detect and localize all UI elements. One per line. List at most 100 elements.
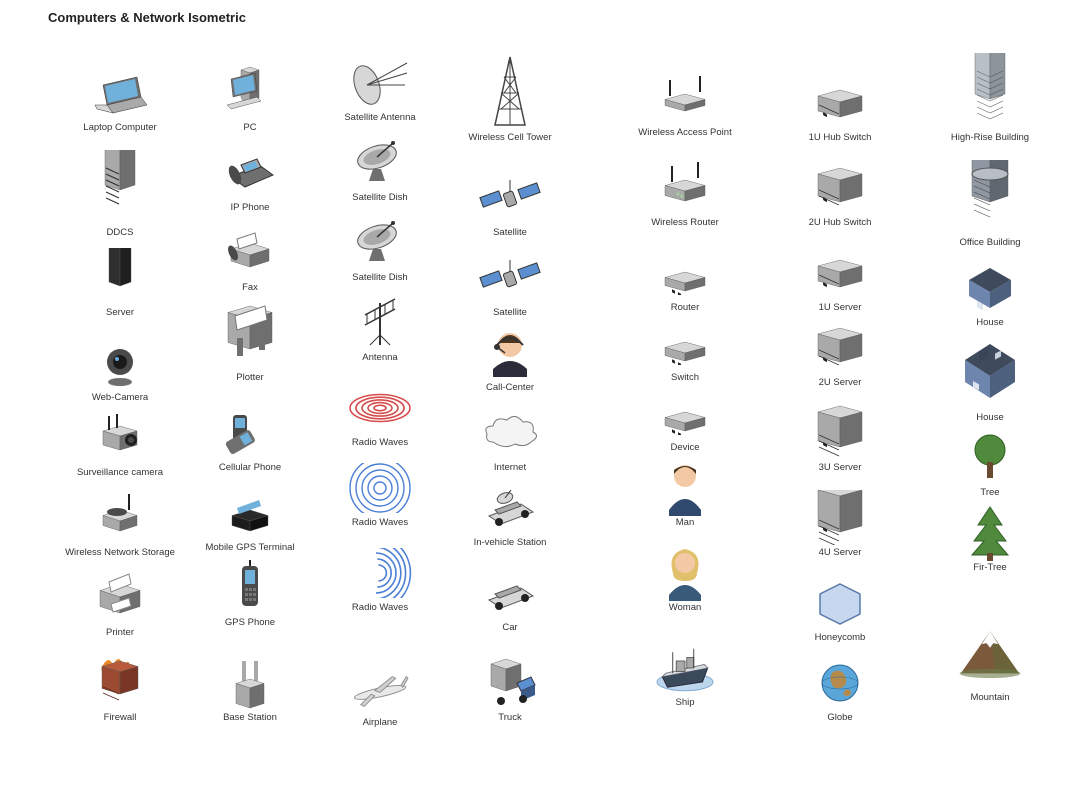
stencil-srv3u: 3U Server <box>780 405 900 473</box>
rack2u-icon <box>805 160 875 215</box>
hirise-icon <box>955 55 1025 130</box>
switchbox-icon <box>650 315 720 370</box>
stencil-radioarc: Radio Waves <box>320 545 440 613</box>
house-icon <box>955 260 1025 315</box>
stencil-label: Airplane <box>363 717 398 728</box>
stencil-label: Fir-Tree <box>973 562 1006 573</box>
stencil-label: Antenna <box>362 352 397 363</box>
fax-icon <box>215 225 285 280</box>
wrouter-icon <box>650 160 720 215</box>
gpsphone-icon <box>215 560 285 615</box>
satellite-icon <box>475 170 545 225</box>
firewall-icon <box>85 655 155 710</box>
stencil-switch: Switch <box>625 315 745 383</box>
stencil-wap: Wireless Access Point <box>625 70 745 138</box>
stencil-label: Radio Waves <box>352 517 408 528</box>
stencil-srv4u: 4U Server <box>780 490 900 558</box>
stencil-label: Woman <box>669 602 702 613</box>
stencil-antenna: Antenna <box>320 295 440 363</box>
stencil-label: Satellite Antenna <box>344 112 415 123</box>
stencil-label: Web-Camera <box>92 392 148 403</box>
stencil-label: Car <box>502 622 517 633</box>
stencil-honeycomb: Honeycomb <box>780 575 900 643</box>
stencil-cell: Cellular Phone <box>190 405 310 473</box>
rack2u-icon <box>805 320 875 375</box>
stencil-house2: House <box>930 335 1050 423</box>
stencil-label: Satellite Dish <box>352 192 407 203</box>
stencil-label: House <box>976 317 1003 328</box>
stencil-ddcs: DDCS <box>60 150 180 238</box>
stencil-internet: Internet <box>450 405 570 473</box>
stencil-surv: Surveillance camera <box>60 410 180 478</box>
stencil-label: Wireless Router <box>651 217 719 228</box>
stencil-label: Fax <box>242 282 258 293</box>
stencil-device: Device <box>625 385 745 453</box>
truck-icon <box>475 655 545 710</box>
car-icon <box>475 565 545 620</box>
stencil-globe: Globe <box>780 655 900 723</box>
stencil-label: House <box>976 412 1003 423</box>
stencil-label: Base Station <box>223 712 277 723</box>
stencil-gpsterm: Mobile GPS Terminal <box>190 485 310 553</box>
tree-icon <box>955 430 1025 485</box>
man-icon <box>650 460 720 515</box>
stencil-airplane: Airplane <box>320 660 440 728</box>
radio-red-icon <box>345 380 415 435</box>
stencil-sat-antenna: Satellite Antenna <box>320 55 440 123</box>
stencil-mountain: Mountain <box>915 615 1065 703</box>
plotter-icon <box>215 295 285 370</box>
stencil-router: Router <box>625 245 745 313</box>
stencil-label: Man <box>676 517 694 528</box>
stencil-printer: Printer <box>60 570 180 638</box>
antenna-icon <box>345 295 415 350</box>
stencil-label: 2U Hub Switch <box>809 217 872 228</box>
stencil-label: 3U Server <box>819 462 862 473</box>
stencil-label: Router <box>671 302 700 313</box>
stencil-label: Firewall <box>104 712 137 723</box>
stencil-label: Cellular Phone <box>219 462 281 473</box>
stencil-label: Server <box>106 307 134 318</box>
stencil-label: Radio Waves <box>352 437 408 448</box>
ddcs-icon <box>85 150 155 225</box>
wnas-icon <box>85 490 155 545</box>
stencil-basestation: Base Station <box>190 655 310 723</box>
stencil-label: Printer <box>106 627 134 638</box>
stencil-radioblue: Radio Waves <box>320 460 440 528</box>
stencil-label: IP Phone <box>231 202 270 213</box>
stencil-woman: Woman <box>625 545 745 613</box>
stencil-label: Surveillance camera <box>77 467 163 478</box>
stencil-label: Device <box>670 442 699 453</box>
woman-icon <box>650 545 720 600</box>
rack4u-icon <box>805 490 875 545</box>
globe-icon <box>805 655 875 710</box>
callcenter-icon <box>475 325 545 380</box>
stencil-label: Mobile GPS Terminal <box>205 542 294 553</box>
ship-icon <box>650 640 720 695</box>
stencil-label: DDCS <box>107 227 134 238</box>
mountain-icon <box>955 615 1025 690</box>
stencil-label: Honeycomb <box>815 632 866 643</box>
stencil-label: Truck <box>498 712 521 723</box>
stencil-label: 1U Server <box>819 302 862 313</box>
surv-icon <box>85 410 155 465</box>
gpsterm-icon <box>215 485 285 540</box>
stencil-server: Server <box>60 250 180 318</box>
stencil-fax: Fax <box>190 225 310 293</box>
stencil-label: Wireless Network Storage <box>65 547 175 558</box>
printer-icon <box>85 570 155 625</box>
server-icon <box>85 250 155 305</box>
stencil-label: Switch <box>671 372 699 383</box>
stencil-cell-tower: Wireless Cell Tower <box>450 55 570 143</box>
stencil-srv2u: 2U Server <box>780 320 900 388</box>
stencil-label: Office Building <box>959 237 1020 248</box>
stencil-firewall: Firewall <box>60 655 180 723</box>
cellphone-icon <box>215 405 285 460</box>
stencil-label: PC <box>243 122 256 133</box>
stencil-satdish2: Satellite Dish <box>320 215 440 283</box>
office-icon <box>955 160 1025 235</box>
stencil-pc: PC <box>190 65 310 133</box>
stencil-label: Laptop Computer <box>83 122 156 133</box>
ipphone-icon <box>215 145 285 200</box>
stencil-satdish1: Satellite Dish <box>320 135 440 203</box>
stencil-house1: House <box>930 260 1050 328</box>
